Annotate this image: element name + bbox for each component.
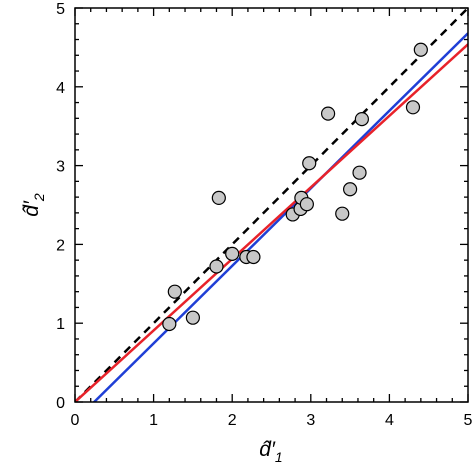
x-tick-label: 1 [149, 412, 158, 429]
data-point [225, 246, 240, 261]
data-point [299, 197, 314, 212]
ticks-group [74, 7, 469, 403]
x-axis-label-sub: 1 [275, 449, 283, 465]
data-point [343, 182, 358, 197]
y-axis-label: d̂′2 [20, 193, 47, 217]
x-tick-label: 3 [306, 412, 315, 429]
x-tick-label: 4 [385, 412, 394, 429]
data-point [211, 190, 226, 206]
x-axis-label: d̂′1 [259, 438, 282, 465]
plot-frame [74, 7, 469, 403]
data-point [209, 259, 224, 274]
fit-line-2 [75, 43, 468, 402]
data-point [354, 112, 369, 127]
data-point [185, 310, 200, 325]
data-point [167, 284, 182, 299]
data-point [162, 316, 177, 332]
fit-line-1 [92, 32, 468, 402]
y-axis-label-base: d̂′ [20, 200, 43, 217]
tick-labels-group: 0 1 2 3 4 5 0 1 2 3 4 5 [56, 1, 472, 429]
x-axis-label-base: d̂′ [259, 438, 276, 461]
data-point [335, 206, 350, 221]
points-group [162, 42, 428, 332]
x-tick-label: 0 [71, 412, 80, 429]
y-tick-label: 3 [56, 159, 65, 176]
y-axis-label-sub: 2 [31, 193, 47, 202]
x-tick-label: 5 [464, 412, 473, 429]
data-point [413, 42, 428, 57]
y-tick-label: 0 [56, 395, 65, 412]
data-point [246, 249, 261, 265]
data-point [352, 165, 367, 180]
data-point [405, 100, 421, 115]
data-point [302, 156, 317, 171]
data-point [320, 106, 336, 121]
lines-group [75, 8, 468, 402]
x-tick-label: 2 [228, 412, 237, 429]
fit-line-0 [75, 8, 468, 402]
y-tick-label: 5 [56, 1, 65, 18]
y-tick-label: 1 [56, 316, 65, 333]
y-tick-label: 2 [56, 237, 65, 254]
y-tick-label: 4 [56, 80, 65, 97]
